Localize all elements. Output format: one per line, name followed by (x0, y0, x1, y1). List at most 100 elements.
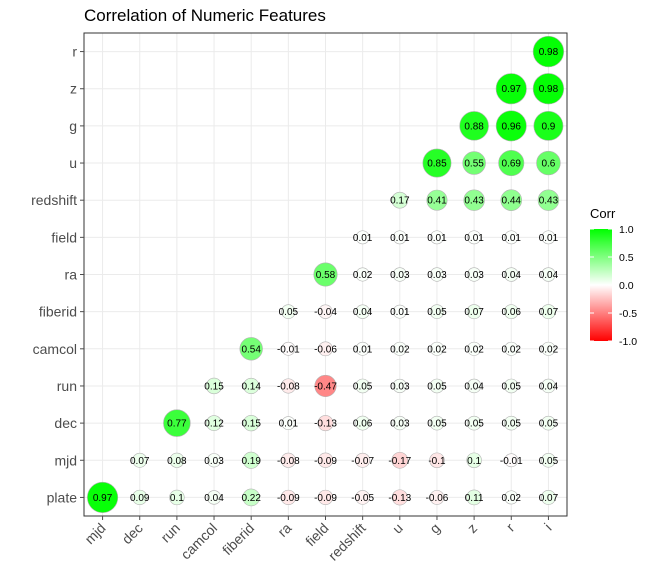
x-tick-label: field (302, 520, 331, 549)
corr-value-label: 0.22 (241, 493, 261, 504)
corr-circle (541, 230, 556, 245)
corr-cell: 0.06 (353, 415, 373, 431)
corr-value-label: -0.01 (500, 456, 523, 467)
corr-cell: 0.9 (533, 110, 564, 141)
corr-cell: 0.01 (539, 230, 559, 245)
corr-cell: 0.06 (502, 304, 521, 319)
corr-circle (462, 151, 486, 175)
legend-title: Corr (590, 206, 616, 221)
corr-circle (206, 490, 222, 505)
corr-value-label: -0.17 (388, 456, 411, 467)
corr-cell: 0.02 (390, 341, 410, 356)
corr-circle (467, 230, 482, 245)
corr-circle (495, 73, 527, 105)
corr-value-label: -0.08 (277, 456, 300, 467)
corr-circle (541, 267, 556, 282)
x-tick-label: u (389, 520, 406, 537)
corr-circle (504, 341, 519, 356)
corr-cell: 0.85 (422, 148, 452, 178)
y-tick-label: field (51, 229, 77, 245)
corr-value-label: -0.06 (426, 493, 449, 504)
legend-tick-label: -1.0 (619, 336, 637, 348)
corr-circle (242, 451, 260, 469)
x-tick-label: z (464, 520, 480, 536)
corr-cell: 0.05 (353, 378, 373, 394)
corr-value-label: 0.02 (502, 493, 522, 504)
corr-cell: 0.15 (204, 377, 224, 395)
corr-circle (466, 452, 482, 468)
corr-cell: 0.6 (536, 150, 561, 176)
corr-value-label: 0.02 (390, 344, 410, 355)
corr-value-label: 0.03 (204, 456, 224, 467)
corr-cell: 0.05 (502, 378, 521, 394)
corr-circle (500, 189, 523, 211)
y-axis: plate mjd dec run camcol fiberid ra field redshi… (31, 44, 84, 505)
corr-cell: 0.02 (464, 341, 484, 356)
corr-circle (504, 415, 519, 431)
y-tick-label: plate (47, 489, 78, 505)
corr-circle (429, 304, 445, 319)
corr-cell: 0.98 (532, 73, 565, 105)
corr-circle (392, 416, 407, 431)
corr-value-label: 0.98 (539, 84, 559, 95)
corr-value-label: 0.07 (539, 307, 559, 318)
corr-circle (430, 230, 444, 245)
corr-cell: 0.43 (537, 189, 560, 211)
corr-circle (355, 452, 371, 468)
corr-value-label: 0.05 (539, 456, 559, 467)
corr-circle (281, 304, 296, 319)
y-tick-label: ra (65, 267, 78, 283)
y-tick-label: g (69, 118, 77, 134)
corr-value-label: 0.06 (353, 419, 373, 430)
corr-cell: 0.02 (502, 490, 522, 505)
corr-cell: 0.98 (532, 35, 565, 68)
corr-cell: 0.58 (313, 262, 338, 287)
corr-value-label: 0.02 (539, 344, 559, 355)
corr-circle (169, 452, 185, 468)
corr-value-label: -0.13 (388, 493, 411, 504)
corr-value-label: 0.03 (427, 270, 447, 281)
legend-tick-label: 0.0 (619, 280, 634, 292)
corr-value-label: 0.04 (204, 493, 224, 504)
corr-value-label: 0.04 (353, 307, 373, 318)
corr-circle (466, 415, 482, 431)
corr-cell: 0.04 (464, 378, 484, 394)
corr-value-label: 0.05 (353, 381, 373, 392)
corr-value-label: 0.11 (465, 493, 484, 504)
y-tick-label: fiberid (39, 304, 77, 320)
corr-cell: 0.02 (353, 267, 373, 282)
corr-cell: 0.97 (87, 481, 119, 513)
corr-cell: 0.43 (463, 189, 485, 211)
corr-value-label: -0.09 (314, 456, 337, 467)
corr-circle (392, 267, 407, 282)
corr-circle (467, 341, 482, 356)
corr-cell: 0.02 (427, 341, 447, 356)
corr-circle (317, 415, 334, 432)
x-tick-label: redshift (325, 520, 369, 564)
corr-circle (281, 341, 296, 356)
corr-cell: 0.19 (241, 451, 261, 469)
corr-cell: -0.01 (277, 341, 300, 356)
corr-circle (317, 489, 334, 506)
corr-cell: -0.09 (314, 452, 337, 468)
corr-cell: -0.09 (277, 489, 300, 506)
corr-cell: 0.03 (204, 453, 224, 468)
corr-circle (313, 262, 338, 287)
y-tick-label: redshift (31, 192, 77, 208)
corr-circle (429, 267, 445, 282)
corr-cell: -0.08 (277, 452, 300, 468)
corr-circle (355, 267, 370, 282)
corr-value-label: 0.03 (390, 270, 410, 281)
corr-cell: -0.06 (426, 490, 449, 505)
x-tick-label: camcol (177, 520, 220, 563)
corr-cell: 0.05 (539, 453, 559, 468)
corr-circle (429, 452, 445, 468)
corr-circle (504, 267, 519, 282)
corr-cell: 0.01 (353, 341, 373, 356)
corr-value-label: 0.19 (241, 456, 261, 467)
corr-cell: 0.12 (204, 415, 224, 431)
corr-circle (280, 452, 296, 468)
corr-value-label: 0.01 (353, 233, 373, 244)
corr-circle (541, 378, 556, 394)
legend-tick-label: 1.0 (619, 224, 634, 236)
